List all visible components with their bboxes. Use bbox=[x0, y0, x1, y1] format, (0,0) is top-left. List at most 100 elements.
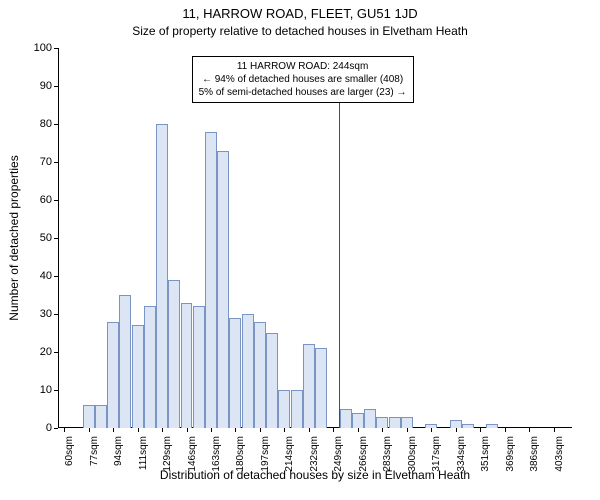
x-tick bbox=[235, 428, 236, 432]
histogram-bar bbox=[156, 124, 168, 428]
histogram-bar bbox=[450, 420, 462, 428]
histogram-bar bbox=[205, 132, 217, 428]
x-tick bbox=[407, 428, 408, 432]
y-tick-label: 50 bbox=[40, 232, 52, 244]
y-tick bbox=[54, 390, 58, 391]
chart-title: 11, HARROW ROAD, FLEET, GU51 1JD bbox=[0, 0, 600, 21]
x-tick bbox=[284, 428, 285, 432]
y-tick-label: 70 bbox=[40, 156, 52, 168]
x-tick bbox=[113, 428, 114, 432]
y-axis-label: Number of detached properties bbox=[7, 155, 21, 320]
x-tick bbox=[64, 428, 65, 432]
x-tick bbox=[187, 428, 188, 432]
histogram-bar bbox=[389, 417, 401, 428]
y-tick bbox=[54, 238, 58, 239]
x-tick bbox=[505, 428, 506, 432]
x-tick-label: 283sqm bbox=[382, 436, 393, 472]
y-tick-label: 40 bbox=[40, 270, 52, 282]
x-axis: 60sqm77sqm94sqm111sqm129sqm146sqm163sqm1… bbox=[58, 428, 572, 468]
y-tick-label: 80 bbox=[40, 118, 52, 130]
histogram-bar bbox=[340, 409, 352, 428]
x-tick-label: 249sqm bbox=[333, 436, 344, 472]
y-tick bbox=[54, 352, 58, 353]
histogram-bar bbox=[291, 390, 303, 428]
histogram-bar bbox=[401, 417, 413, 428]
x-tick-label: 214sqm bbox=[284, 436, 295, 472]
histogram-bar bbox=[168, 280, 180, 428]
histogram-bar bbox=[315, 348, 327, 428]
x-tick-label: 351sqm bbox=[480, 436, 491, 472]
x-tick-label: 300sqm bbox=[407, 436, 418, 472]
chart-container: 11, HARROW ROAD, FLEET, GU51 1JD Size of… bbox=[0, 0, 600, 500]
reference-line bbox=[339, 71, 340, 428]
annotation-line: 5% of semi-detached houses are larger (2… bbox=[199, 86, 407, 99]
x-tick bbox=[89, 428, 90, 432]
histogram-bar bbox=[376, 417, 388, 428]
x-tick-label: 334sqm bbox=[456, 436, 467, 472]
x-tick-label: 129sqm bbox=[162, 436, 173, 472]
x-tick bbox=[431, 428, 432, 432]
histogram-bar bbox=[193, 306, 205, 428]
histogram-bar bbox=[254, 322, 266, 428]
y-tick-label: 20 bbox=[40, 346, 52, 358]
x-tick bbox=[382, 428, 383, 432]
histogram-bar bbox=[352, 413, 364, 428]
histogram-bar bbox=[242, 314, 254, 428]
histogram-bar bbox=[217, 151, 229, 428]
histogram-bar bbox=[119, 295, 131, 428]
x-tick-label: 403sqm bbox=[554, 436, 565, 472]
x-tick bbox=[333, 428, 334, 432]
histogram-bar bbox=[278, 390, 290, 428]
y-tick bbox=[54, 48, 58, 49]
y-tick bbox=[54, 86, 58, 87]
histogram-bar bbox=[83, 405, 95, 428]
x-axis-label: Distribution of detached houses by size … bbox=[58, 468, 572, 482]
x-tick-label: 266sqm bbox=[358, 436, 369, 472]
y-tick-label: 90 bbox=[40, 80, 52, 92]
y-tick bbox=[54, 162, 58, 163]
x-tick bbox=[480, 428, 481, 432]
y-tick-label: 100 bbox=[34, 42, 52, 54]
y-axis-line bbox=[58, 48, 59, 428]
x-tick-label: 60sqm bbox=[64, 436, 75, 466]
plot-area: 11 HARROW ROAD: 244sqm← 94% of detached … bbox=[58, 48, 572, 428]
x-tick bbox=[211, 428, 212, 432]
x-tick-label: 369sqm bbox=[505, 436, 516, 472]
annotation-line: 11 HARROW ROAD: 244sqm bbox=[199, 60, 407, 73]
histogram-bar bbox=[95, 405, 107, 428]
histogram-bar bbox=[266, 333, 278, 428]
y-tick bbox=[54, 314, 58, 315]
x-tick-label: 317sqm bbox=[431, 436, 442, 472]
x-tick-label: 94sqm bbox=[113, 436, 124, 466]
histogram-bar bbox=[181, 303, 193, 428]
y-tick-label: 30 bbox=[40, 308, 52, 320]
x-tick bbox=[162, 428, 163, 432]
x-tick-label: 77sqm bbox=[89, 436, 100, 466]
y-tick bbox=[54, 124, 58, 125]
y-tick-label: 60 bbox=[40, 194, 52, 206]
x-tick bbox=[309, 428, 310, 432]
y-tick-label: 0 bbox=[46, 422, 52, 434]
y-tick bbox=[54, 200, 58, 201]
histogram-bar bbox=[229, 318, 241, 428]
annotation-box: 11 HARROW ROAD: 244sqm← 94% of detached … bbox=[192, 56, 414, 103]
x-tick bbox=[138, 428, 139, 432]
x-tick bbox=[554, 428, 555, 432]
x-tick bbox=[260, 428, 261, 432]
y-tick bbox=[54, 276, 58, 277]
histogram-bar bbox=[364, 409, 376, 428]
x-tick-label: 232sqm bbox=[309, 436, 320, 472]
x-tick bbox=[358, 428, 359, 432]
x-tick-label: 197sqm bbox=[260, 436, 271, 472]
histogram-bar bbox=[303, 344, 315, 428]
chart-subtitle: Size of property relative to detached ho… bbox=[0, 21, 600, 38]
x-tick-label: 111sqm bbox=[138, 436, 149, 470]
histogram-bar bbox=[132, 325, 144, 428]
histogram-bar bbox=[144, 306, 156, 428]
annotation-line: ← 94% of detached houses are smaller (40… bbox=[199, 73, 407, 86]
x-tick-label: 386sqm bbox=[529, 436, 540, 472]
x-tick-label: 180sqm bbox=[235, 436, 246, 472]
x-tick bbox=[529, 428, 530, 432]
histogram-bar bbox=[107, 322, 119, 428]
x-tick bbox=[456, 428, 457, 432]
